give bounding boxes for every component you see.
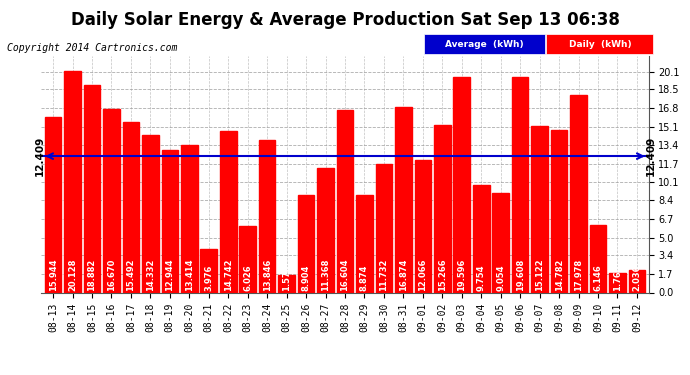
- Text: 16.604: 16.604: [340, 259, 350, 291]
- Text: 3.976: 3.976: [204, 265, 213, 291]
- Bar: [590, 225, 607, 292]
- Bar: [220, 130, 237, 292]
- Text: 19.608: 19.608: [515, 259, 524, 291]
- Text: Daily  (kWh): Daily (kWh): [569, 40, 631, 49]
- Bar: [531, 126, 548, 292]
- Text: 14.742: 14.742: [224, 259, 233, 291]
- Text: 18.882: 18.882: [88, 259, 97, 291]
- Bar: [570, 95, 586, 292]
- Bar: [181, 145, 197, 292]
- Bar: [298, 195, 315, 292]
- Bar: [629, 270, 645, 292]
- Bar: [493, 193, 509, 292]
- Text: 16.874: 16.874: [399, 259, 408, 291]
- Text: 12.944: 12.944: [166, 259, 175, 291]
- Bar: [104, 110, 120, 292]
- Text: 19.596: 19.596: [457, 259, 466, 291]
- Text: 12.409: 12.409: [646, 136, 656, 176]
- Text: 11.732: 11.732: [380, 259, 388, 291]
- Text: 14.332: 14.332: [146, 259, 155, 291]
- Bar: [415, 160, 431, 292]
- Text: 13.414: 13.414: [185, 259, 194, 291]
- Bar: [512, 77, 529, 292]
- Text: Copyright 2014 Cartronics.com: Copyright 2014 Cartronics.com: [7, 43, 177, 53]
- Bar: [356, 195, 373, 292]
- Bar: [123, 122, 139, 292]
- Text: 15.492: 15.492: [126, 259, 135, 291]
- Text: 12.409: 12.409: [34, 136, 44, 176]
- Bar: [395, 107, 412, 292]
- Bar: [278, 275, 295, 292]
- Bar: [551, 130, 567, 292]
- Bar: [201, 249, 217, 292]
- Bar: [473, 185, 489, 292]
- Bar: [317, 168, 334, 292]
- Bar: [161, 150, 178, 292]
- Text: Average  (kWh): Average (kWh): [446, 40, 524, 49]
- Bar: [142, 135, 159, 292]
- Bar: [337, 110, 353, 292]
- Bar: [375, 164, 392, 292]
- Text: 9.754: 9.754: [477, 265, 486, 291]
- Text: 2.036: 2.036: [633, 265, 642, 291]
- Text: 15.944: 15.944: [48, 259, 57, 291]
- Bar: [453, 77, 470, 292]
- Text: 1.760: 1.760: [613, 265, 622, 291]
- Text: 6.146: 6.146: [593, 265, 602, 291]
- Text: 17.978: 17.978: [574, 259, 583, 291]
- Bar: [64, 71, 81, 292]
- Text: 16.670: 16.670: [107, 259, 116, 291]
- Text: 9.054: 9.054: [496, 265, 505, 291]
- Text: 12.066: 12.066: [418, 259, 427, 291]
- Text: 13.846: 13.846: [263, 259, 272, 291]
- Text: 20.128: 20.128: [68, 259, 77, 291]
- Text: 15.122: 15.122: [535, 259, 544, 291]
- Bar: [434, 125, 451, 292]
- Text: 11.368: 11.368: [321, 259, 330, 291]
- Text: 8.874: 8.874: [360, 265, 369, 291]
- Text: 8.904: 8.904: [302, 265, 310, 291]
- Text: Daily Solar Energy & Average Production Sat Sep 13 06:38: Daily Solar Energy & Average Production …: [70, 11, 620, 29]
- Bar: [609, 273, 626, 292]
- Text: 15.266: 15.266: [438, 259, 447, 291]
- Bar: [83, 85, 100, 292]
- Text: 14.782: 14.782: [555, 259, 564, 291]
- Text: 6.026: 6.026: [243, 265, 252, 291]
- Bar: [259, 140, 275, 292]
- Bar: [45, 117, 61, 292]
- Text: 1.576: 1.576: [282, 265, 291, 291]
- Bar: [239, 226, 256, 292]
